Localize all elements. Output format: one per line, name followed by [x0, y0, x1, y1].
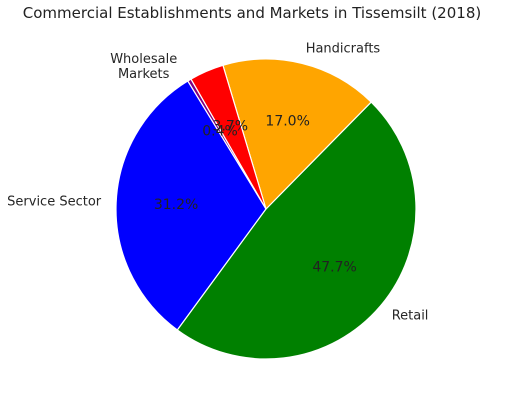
pie-wedges: [115, 58, 417, 360]
pct-label-retail: 47.7%: [312, 259, 356, 275]
slice-label-service-sector: Service Sector: [7, 195, 102, 210]
slice-label-wholesale-markets: Wholesale Markets: [110, 52, 177, 82]
pie-slice-slice-5: [190, 64, 267, 210]
pct-label-service-sector: 31.2%: [154, 197, 198, 213]
pie-labels: 0.4% Wholesale Markets 31.2% Service Sector 4…: [7, 41, 428, 323]
pie-slice-retail: [176, 101, 417, 360]
slice-label-retail: Retail: [392, 308, 429, 323]
chart-title: Commercial Establishments and Markets in…: [23, 4, 481, 22]
pct-label-handicrafts: 17.0%: [265, 114, 309, 130]
pie-slice-handicrafts: [222, 58, 373, 211]
pct-label-wholesale-markets: 0.4%: [202, 124, 238, 140]
pie-slice-service-sector: [115, 80, 267, 331]
pct-label-slice-5: 3.7%: [213, 118, 249, 134]
slice-label-handicrafts: Handicrafts: [306, 41, 381, 56]
